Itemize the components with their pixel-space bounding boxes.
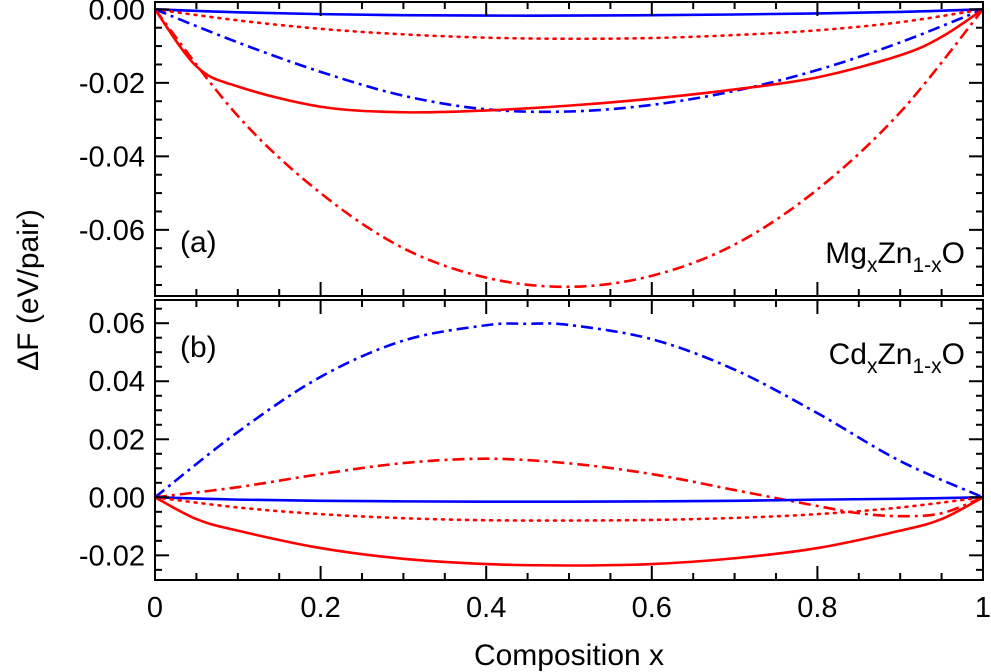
panel-a-y-tick-label: -0.02	[79, 68, 145, 100]
panel-b-series-line-3	[153, 496, 985, 522]
panel-b-series-line-0	[154, 322, 984, 499]
panel-a: 0.00 -0.02 -0.04 -0.06 (a) MgxZn1-xO	[79, 0, 985, 297]
x-tick-label: 0.8	[797, 592, 837, 624]
panel-b-series-line-1	[154, 457, 984, 518]
panel-b-y-tick-label: 0.00	[89, 482, 145, 514]
x-tick-label: 1	[975, 592, 991, 624]
panel-b-y-tick-label: 0.02	[89, 424, 145, 456]
panel-b-y-tick-label: -0.02	[79, 540, 145, 572]
x-tick-label: 0.6	[632, 592, 672, 624]
panel-a-series-line-4	[153, 8, 985, 289]
panel-a-series-line-3	[153, 8, 984, 114]
panel-b-series-line-2	[154, 496, 984, 503]
panel-b-y-tick-labels: 0.06 0.04 0.02 0.00 -0.02	[79, 308, 145, 572]
panel-b-y-tick-label: 0.06	[89, 308, 145, 340]
panel-a-compound-label: MgxZn1-xO	[825, 237, 965, 277]
panel-a-curves	[153, 8, 985, 289]
panel-b-series-line-4	[154, 496, 984, 567]
panel-a-y-tick-label: 0.00	[89, 0, 145, 26]
panel-a-y-tick-label: -0.06	[79, 215, 145, 247]
panel-b-frame	[154, 299, 984, 581]
y-axis-title: ΔF (eV/pair)	[12, 209, 45, 371]
panel-b-curves	[153, 322, 985, 567]
panel-a-y-tick-label: -0.04	[79, 141, 145, 173]
x-tick-label: 0.2	[300, 592, 340, 624]
panel-b: 0.06 0.04 0.02 0.00 -0.02 (b) CdxZn1-xO	[79, 299, 985, 581]
panel-a-series-line-2	[154, 8, 984, 114]
panel-a-series-line-1	[153, 8, 985, 41]
panel-a-y-tick-labels: 0.00 -0.02 -0.04 -0.06	[79, 0, 145, 247]
x-tick-labels: 0 0.2 0.4 0.6 0.8 1	[147, 592, 991, 624]
panel-b-label: (b)	[180, 331, 217, 364]
panel-b-compound-label: CdxZn1-xO	[829, 338, 965, 378]
panel-b-y-tick-label: 0.04	[89, 366, 145, 398]
x-axis-title: Composition x	[474, 639, 664, 672]
x-tick-label: 0	[147, 592, 163, 624]
panel-a-series-line-0	[154, 8, 984, 17]
panel-a-frame	[154, 1, 984, 297]
panel-a-label: (a)	[180, 226, 217, 259]
x-tick-label: 0.4	[466, 592, 506, 624]
panel-b-ticks	[154, 300, 984, 580]
